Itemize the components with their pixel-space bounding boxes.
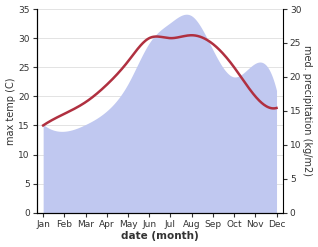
Y-axis label: max temp (C): max temp (C) [5,77,16,145]
Y-axis label: med. precipitation (kg/m2): med. precipitation (kg/m2) [302,45,313,176]
X-axis label: date (month): date (month) [121,231,199,242]
